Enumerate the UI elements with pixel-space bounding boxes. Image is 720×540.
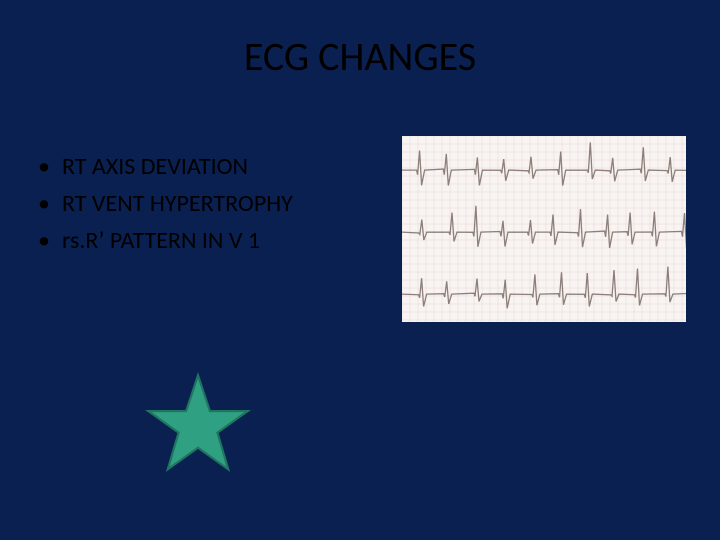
star-icon [142, 370, 254, 478]
slide-title: ECG CHANGES [0, 32, 720, 81]
bullet-list: RT AXIS DEVIATION RT VENT HYPERTROPHY rs… [38, 148, 293, 260]
bullet-item: RT VENT HYPERTROPHY [38, 185, 293, 222]
bullet-item: rs.R’ PATTERN IN V 1 [38, 222, 293, 259]
ecg-image [402, 136, 686, 322]
bullet-item: RT AXIS DEVIATION [38, 148, 293, 185]
